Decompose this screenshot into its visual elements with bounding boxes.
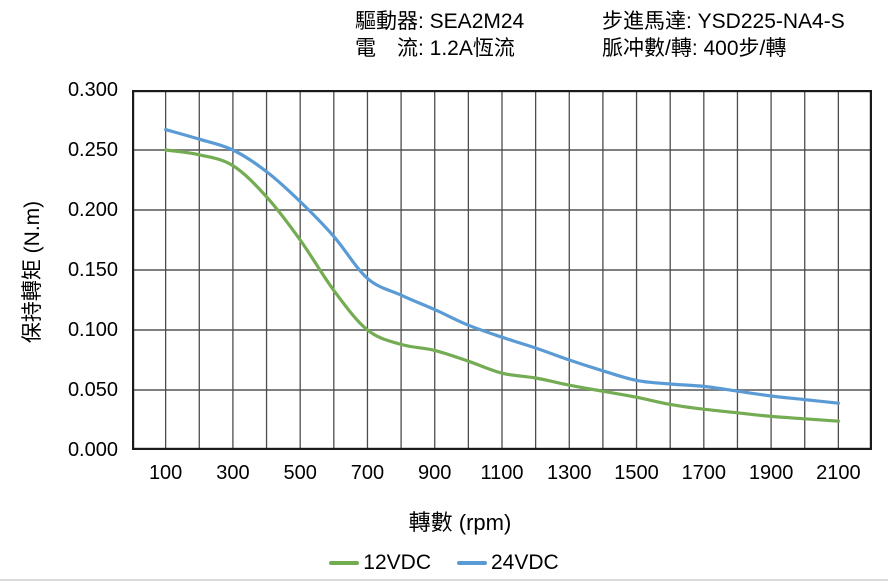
y-tick-0.050: 0.050 bbox=[67, 379, 118, 401]
x-tick-1300: 1300 bbox=[547, 462, 592, 484]
y-axis-title: 保持轉矩 (N.m) bbox=[21, 200, 44, 344]
x-tick-1100: 1100 bbox=[480, 462, 524, 484]
24vdc-line-swatch bbox=[457, 561, 487, 565]
legend-item-24vdc: 24VDC bbox=[457, 551, 559, 575]
bottom-divider bbox=[0, 579, 888, 581]
header-driver-block: 驅動器: SEA2M24 電 流: 1.2A恆流 bbox=[355, 8, 524, 62]
x-tick-1900: 1900 bbox=[748, 462, 794, 484]
x-tick-1700: 1700 bbox=[681, 462, 727, 484]
12vdc-line-swatch bbox=[329, 561, 360, 565]
y-tick-0.200: 0.200 bbox=[67, 199, 118, 221]
x-tick-700: 700 bbox=[350, 462, 385, 484]
x-tick-2100: 2100 bbox=[816, 462, 861, 484]
motor-label: 步進馬達: YSD225-NA4-S bbox=[602, 10, 845, 33]
y-tick-0.250: 0.250 bbox=[67, 139, 118, 161]
curve-12vdc bbox=[164, 148, 840, 423]
torque-speed-plot-area bbox=[132, 90, 872, 450]
y-tick-0.300: 0.300 bbox=[67, 79, 118, 101]
x-tick-500: 500 bbox=[283, 462, 317, 484]
driver-label: 驅動器: SEA2M24 bbox=[355, 10, 525, 33]
x-tick-900: 900 bbox=[418, 462, 452, 484]
legend-label-12vdc: 12VDC bbox=[363, 551, 431, 574]
plot-border bbox=[132, 90, 872, 450]
x-tick-1500: 1500 bbox=[614, 462, 659, 484]
pulses-label: 脈冲數/轉: 400步/轉 bbox=[602, 37, 787, 60]
header-motor-block: 步進馬達: YSD225-NA4-S 脈冲數/轉: 400步/轉 bbox=[602, 8, 845, 62]
x-tick-100: 100 bbox=[148, 462, 183, 484]
curve-24vdc bbox=[164, 128, 840, 405]
y-tick-0.000: 0.000 bbox=[67, 439, 118, 461]
y-tick-0.150: 0.150 bbox=[67, 259, 118, 281]
torque-curves bbox=[164, 128, 840, 423]
x-tick-300: 300 bbox=[216, 462, 250, 484]
chart-legend: 12VDC 24VDC bbox=[0, 551, 888, 575]
x-axis-title: 轉數 (rpm) bbox=[408, 510, 512, 535]
legend-label-24vdc: 24VDC bbox=[491, 551, 559, 574]
y-tick-0.100: 0.100 bbox=[67, 319, 118, 341]
current-label: 電 流: 1.2A恆流 bbox=[355, 37, 515, 60]
legend-item-12vdc: 12VDC bbox=[329, 551, 431, 575]
